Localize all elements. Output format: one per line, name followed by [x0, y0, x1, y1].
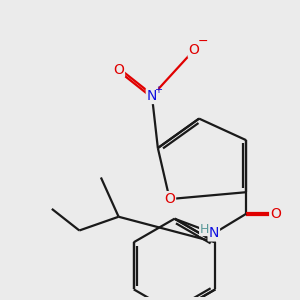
Text: O: O — [164, 192, 175, 206]
Text: O: O — [189, 43, 200, 57]
Text: N: N — [208, 226, 219, 240]
Text: O: O — [270, 207, 281, 221]
Text: N: N — [147, 89, 157, 103]
Text: +: + — [154, 85, 162, 94]
Text: O: O — [113, 62, 124, 76]
Text: H: H — [200, 223, 209, 236]
Text: −: − — [198, 35, 208, 48]
